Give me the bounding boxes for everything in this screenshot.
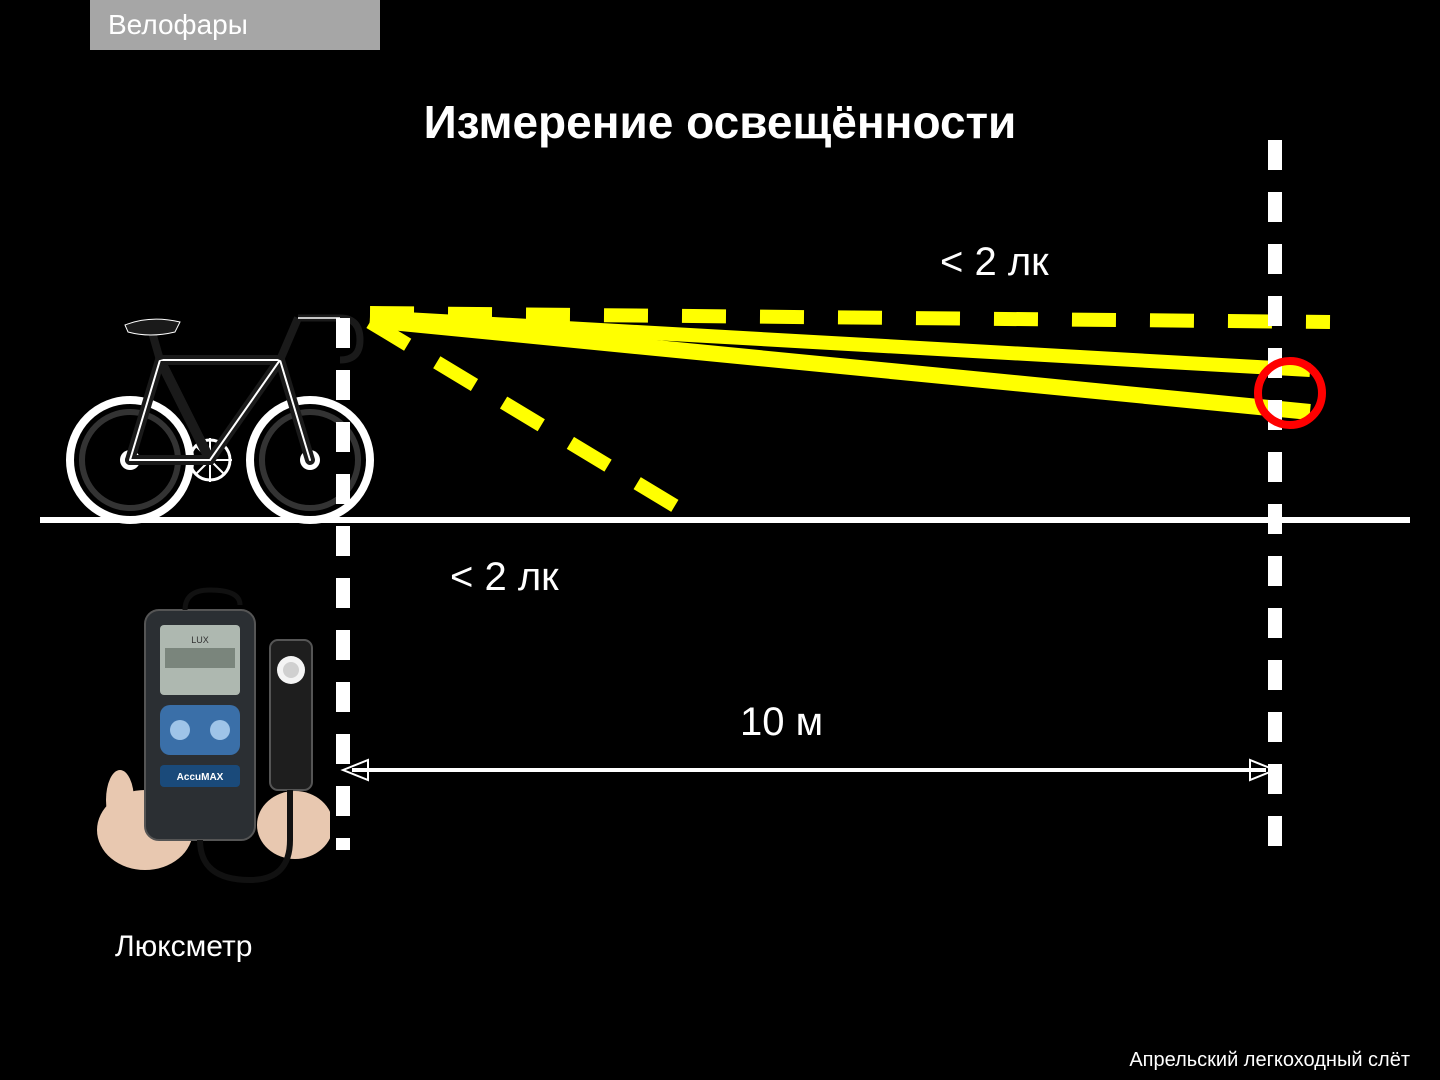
luxmeter-label: Люксметр [115,930,252,964]
top-lux-label: < 2 лк [940,240,1049,285]
svg-text:LUX: LUX [191,635,209,645]
bicycle-icon [70,318,370,520]
illuminance-diagram [0,0,1440,1080]
distance-arrow [343,760,1275,780]
footer-text: Апрельский легкоходный слёт [1129,1049,1410,1072]
distance-label: 10 м [740,700,823,745]
luxmeter-icon: LUX AccuMAX [90,570,330,890]
bottom-lux-label: < 2 лк [450,555,559,600]
svg-text:AccuMAX: AccuMAX [177,772,224,783]
